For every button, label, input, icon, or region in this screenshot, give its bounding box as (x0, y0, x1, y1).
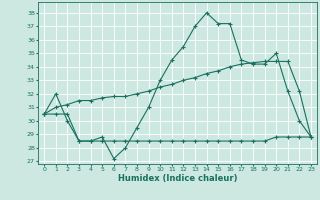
X-axis label: Humidex (Indice chaleur): Humidex (Indice chaleur) (118, 174, 237, 183)
